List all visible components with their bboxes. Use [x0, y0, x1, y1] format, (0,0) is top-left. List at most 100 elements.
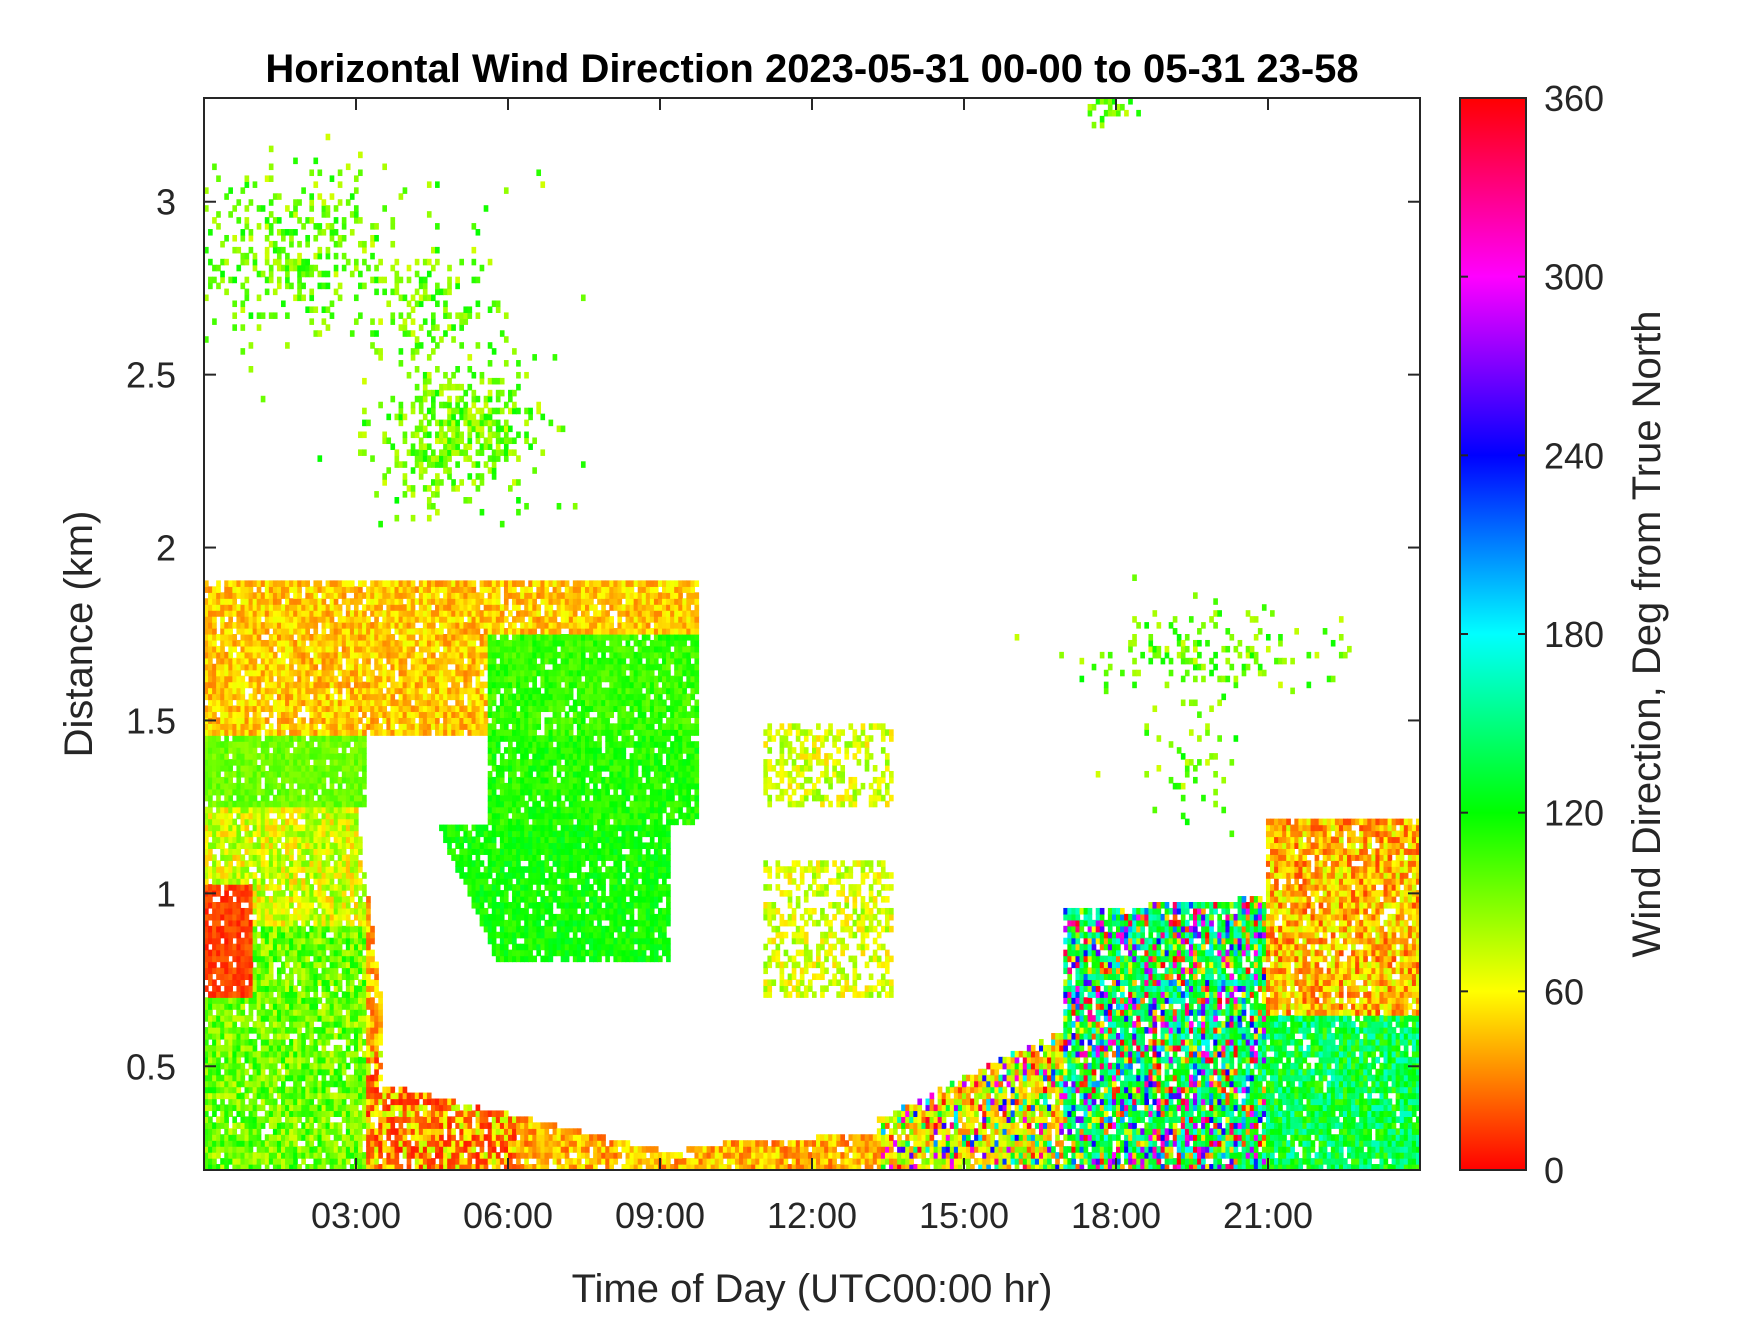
heatmap-cell: [260, 1146, 266, 1153]
heatmap-cell: [268, 1080, 274, 1088]
heatmap-cell: [414, 693, 420, 701]
heatmap-cell: [224, 979, 229, 986]
heatmap-cell: [333, 842, 339, 849]
heatmap-cell: [289, 788, 294, 796]
heatmap-cell: [208, 1128, 213, 1135]
heatmap-cell: [212, 645, 217, 653]
heatmap-cell: [410, 1146, 416, 1153]
heatmap-cell: [248, 1104, 254, 1112]
heatmap-cell: [382, 1158, 387, 1165]
heatmap-cell: [443, 604, 448, 611]
heatmap-cell: [285, 753, 290, 760]
heatmap-cell: [358, 1027, 363, 1034]
heatmap-cell: [402, 729, 408, 736]
heatmap-cell: [216, 651, 221, 659]
heatmap-cell: [260, 610, 266, 617]
heatmap-cell: [216, 937, 221, 945]
heatmap-cell: [208, 1086, 213, 1094]
heatmap-cell: [232, 592, 238, 599]
heatmap-cell: [276, 753, 282, 760]
heatmap-cell: [329, 943, 335, 951]
heatmap-cell: [398, 598, 404, 605]
heatmap-cell: [439, 824, 444, 832]
heatmap-cell: [321, 628, 327, 635]
heatmap-cell: [276, 663, 282, 671]
heatmap-cell: [341, 699, 347, 707]
heatmap-cell: [317, 229, 323, 236]
heatmap-cell: [333, 1164, 339, 1170]
heatmap-cell: [256, 896, 262, 903]
heatmap-cell: [297, 1116, 302, 1123]
heatmap-cell: [301, 717, 306, 724]
heatmap-cell: [305, 997, 310, 1004]
heatmap-cell: [204, 711, 209, 718]
heatmap-cell: [285, 645, 290, 653]
heatmap-cell: [353, 818, 359, 826]
heatmap-cell: [220, 788, 225, 796]
heatmap-cell: [236, 955, 242, 963]
heatmap-cell: [447, 693, 452, 701]
heatmap-cell: [313, 973, 319, 981]
heatmap-cell: [264, 1033, 270, 1040]
heatmap-cell: [426, 431, 432, 439]
heatmap-cell: [212, 264, 217, 272]
heatmap-cell: [398, 1086, 404, 1094]
heatmap-cell: [333, 866, 339, 873]
heatmap-cell: [345, 598, 351, 605]
heatmap-cell: [370, 330, 375, 337]
heatmap-cell: [293, 1027, 298, 1034]
heatmap-cell: [447, 1116, 452, 1123]
heatmap-cell: [256, 913, 262, 921]
heatmap-cell: [321, 830, 327, 838]
heatmap-cell: [228, 931, 233, 939]
heatmap-cell: [439, 1128, 444, 1135]
heatmap-cell: [216, 1086, 221, 1094]
heatmap-cell: [204, 205, 209, 212]
heatmap-cell: [248, 872, 254, 879]
heatmap-cell: [443, 610, 448, 617]
heatmap-cell: [212, 866, 217, 873]
heatmap-cell: [252, 830, 258, 838]
heatmap-cell: [370, 1158, 375, 1165]
heatmap-cell: [204, 669, 209, 677]
heatmap-cell: [260, 967, 266, 975]
heatmap-cell: [435, 1116, 440, 1123]
heatmap-cell: [414, 270, 420, 278]
heatmap-cell: [418, 634, 424, 641]
heatmap-cell: [256, 598, 262, 605]
heatmap-cell: [366, 1116, 371, 1123]
heatmap-cell: [378, 705, 383, 713]
heatmap-cell: [208, 818, 213, 826]
heatmap-cell: [260, 717, 266, 724]
heatmap-cell: [289, 776, 294, 784]
heatmap-cell: [244, 782, 250, 790]
heatmap-cell: [374, 330, 379, 337]
heatmap-cell: [313, 890, 319, 897]
heatmap-cell: [370, 1074, 375, 1082]
heatmap-cell: [285, 342, 290, 349]
heatmap-cell: [301, 907, 306, 915]
heatmap-cell: [317, 759, 323, 766]
heatmap-cell: [370, 1050, 375, 1058]
heatmap-cell: [252, 967, 258, 975]
heatmap-cell: [297, 1164, 302, 1170]
heatmap-cell: [236, 884, 242, 891]
heatmap-cell: [414, 669, 420, 677]
heatmap-cell: [366, 913, 371, 921]
heatmap-cell: [216, 866, 221, 873]
heatmap-cell: [366, 264, 371, 272]
heatmap-cell: [208, 1015, 213, 1022]
heatmap-cell: [252, 1092, 258, 1100]
heatmap-cell: [386, 610, 392, 617]
heatmap-cell: [268, 586, 274, 593]
heatmap-cell: [204, 616, 209, 623]
heatmap-cell: [256, 294, 262, 302]
heatmap-cell: [204, 765, 209, 772]
heatmap-cell: [228, 824, 233, 832]
heatmap-cell: [321, 598, 327, 605]
heatmap-cell: [309, 610, 315, 617]
heatmap-cell: [248, 890, 254, 897]
heatmap-cell: [224, 824, 229, 832]
heatmap-cell: [256, 205, 262, 212]
heatmap-cell: [410, 651, 416, 659]
